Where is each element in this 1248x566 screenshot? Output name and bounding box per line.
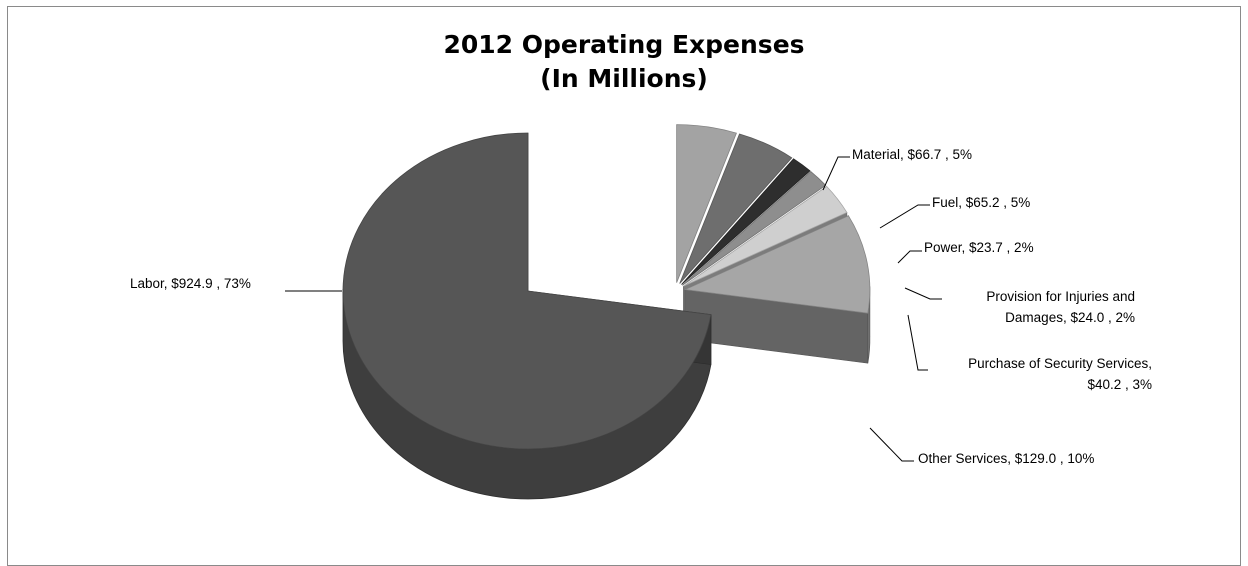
data-label-power: Power, $23.7 , 2% [924, 240, 1034, 255]
slice-fuel [679, 133, 793, 284]
slice-power [681, 158, 811, 285]
chart-title: 2012 Operating Expenses (In Millions) [0, 28, 1248, 96]
slice-other-services [683, 215, 871, 314]
data-label-line: Fuel, $65.2 , 5% [932, 195, 1030, 210]
leader-line-material [822, 156, 850, 191]
data-label-line: Damages, $24.0 , 2% [1005, 310, 1135, 325]
leader-line-purchase-of-security-services [907, 314, 928, 371]
data-labels: Labor, $924.9 , 73% Material, $66.7 , 5% F… [130, 147, 1152, 466]
data-label-line: Material, $66.7 , 5% [852, 147, 972, 162]
data-label-provision-for-injuries-and-damages: Provision for Injuries and Damages, $24.0… [986, 289, 1135, 325]
chart-title-line: 2012 Operating Expenses [443, 30, 805, 59]
leader-line-power [897, 250, 922, 264]
slice-material [676, 124, 737, 283]
data-label-line: Provision for Injuries and [986, 289, 1135, 304]
data-label-line: Purchase of Security Services, [968, 356, 1152, 371]
leader-line-provision-for-injuries-and-damages [904, 287, 942, 300]
slice-labor [342, 132, 712, 450]
chart-subtitle: (In Millions) [540, 64, 708, 93]
leader-lines [285, 156, 942, 462]
leader-line-other-services [869, 427, 914, 462]
pie-top-faces [342, 124, 871, 450]
data-label-line: $40.2 , 3% [1087, 377, 1152, 392]
data-label-labor: Labor, $924.9 , 73% [130, 276, 251, 291]
data-label-fuel: Fuel, $65.2 , 5% [932, 195, 1030, 210]
leader-line-fuel [879, 204, 930, 229]
data-label-other-services: Other Services, $129.0 , 10% [918, 451, 1094, 466]
data-label-line: Power, $23.7 , 2% [924, 240, 1034, 255]
data-label-purchase-of-security-services: Purchase of Security Services, $40.2 , 3% [968, 356, 1152, 392]
data-label-line: Other Services, $129.0 , 10% [918, 451, 1094, 466]
data-label-line: Labor, $924.9 , 73% [130, 276, 251, 291]
pie-layer [342, 124, 871, 500]
pie-chart: Labor, $924.9 , 73% Material, $66.7 , 5% F… [130, 124, 1152, 500]
data-label-material: Material, $66.7 , 5% [852, 147, 972, 162]
slice-purchase-of-security-services [683, 185, 848, 287]
